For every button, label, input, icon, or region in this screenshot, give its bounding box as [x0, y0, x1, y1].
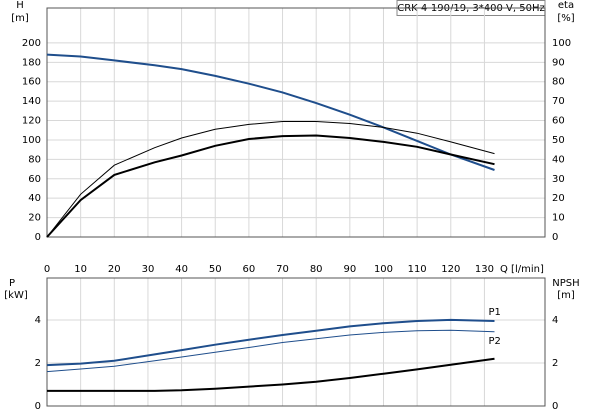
y2-tick-label: 60	[552, 116, 565, 127]
y2-tick-label: 100	[552, 38, 571, 49]
y-tick-label: 100	[22, 135, 41, 146]
y2-label: eta	[558, 0, 574, 11]
series-line	[47, 357, 495, 392]
y2-tick-label: 20	[552, 193, 565, 204]
y-tick-label: 140	[22, 96, 41, 107]
y-tick-label: 180	[22, 57, 41, 68]
y2-tick-label: 80	[552, 77, 565, 88]
plot-frame	[46, 277, 546, 407]
series-label: P1	[489, 307, 501, 318]
x-tick-label: 30	[142, 264, 155, 275]
x-tick-label: 60	[243, 264, 256, 275]
y-tick-label: 4	[35, 315, 41, 326]
y2-tick-label: 4	[552, 315, 558, 326]
y2-unit: [%]	[557, 13, 574, 24]
y-unit: [m]	[11, 13, 29, 24]
x-tick-label: 70	[276, 264, 289, 275]
y-tick-label: 120	[22, 116, 41, 127]
x-tick-label: 110	[408, 264, 427, 275]
y2-tick-label: 10	[552, 213, 565, 224]
series-line	[46, 134, 495, 238]
x-tick-label: 50	[209, 264, 222, 275]
series-line	[46, 53, 495, 171]
x-tick-label: 80	[310, 264, 323, 275]
y2-tick-label: 40	[552, 154, 565, 165]
series-label: P2	[489, 336, 501, 347]
x-tick-label: 100	[374, 264, 393, 275]
y2-tick-label: 0	[552, 232, 558, 243]
y2-tick-label: 0	[552, 401, 558, 412]
y2-unit: [m]	[557, 290, 575, 301]
y-tick-label: 80	[28, 154, 41, 165]
x-tick-label: 120	[441, 264, 460, 275]
y2-tick-label: 70	[552, 96, 565, 107]
y-tick-label: 2	[35, 358, 41, 369]
x-tick-label: 90	[343, 264, 356, 275]
y-tick-label: 0	[35, 232, 41, 243]
x-tick-label: 130	[475, 264, 494, 275]
y-label: P	[9, 278, 15, 289]
y2-tick-label: 30	[552, 174, 565, 185]
y-tick-label: 40	[28, 193, 41, 204]
x-tick-label: 20	[108, 264, 121, 275]
y-tick-label: 200	[22, 38, 41, 49]
y-unit: [kW]	[4, 290, 28, 301]
x-label: Q [l/min]	[500, 264, 544, 275]
y2-tick-label: 90	[552, 57, 565, 68]
series-line	[46, 318, 495, 367]
x-tick-label: 0	[44, 264, 50, 275]
y-tick-label: 160	[22, 77, 41, 88]
y-tick-label: 20	[28, 213, 41, 224]
plot-frame	[46, 7, 546, 238]
series-line	[46, 329, 495, 373]
y2-tick-label: 50	[552, 135, 565, 146]
series-line	[46, 121, 495, 238]
y2-tick-label: 2	[552, 358, 558, 369]
x-tick-label: 40	[175, 264, 188, 275]
y-tick-label: 60	[28, 174, 41, 185]
x-tick-label: 10	[74, 264, 87, 275]
y-tick-label: 0	[35, 401, 41, 412]
y2-label: NPSH	[552, 278, 579, 289]
y-label: H	[16, 0, 24, 11]
